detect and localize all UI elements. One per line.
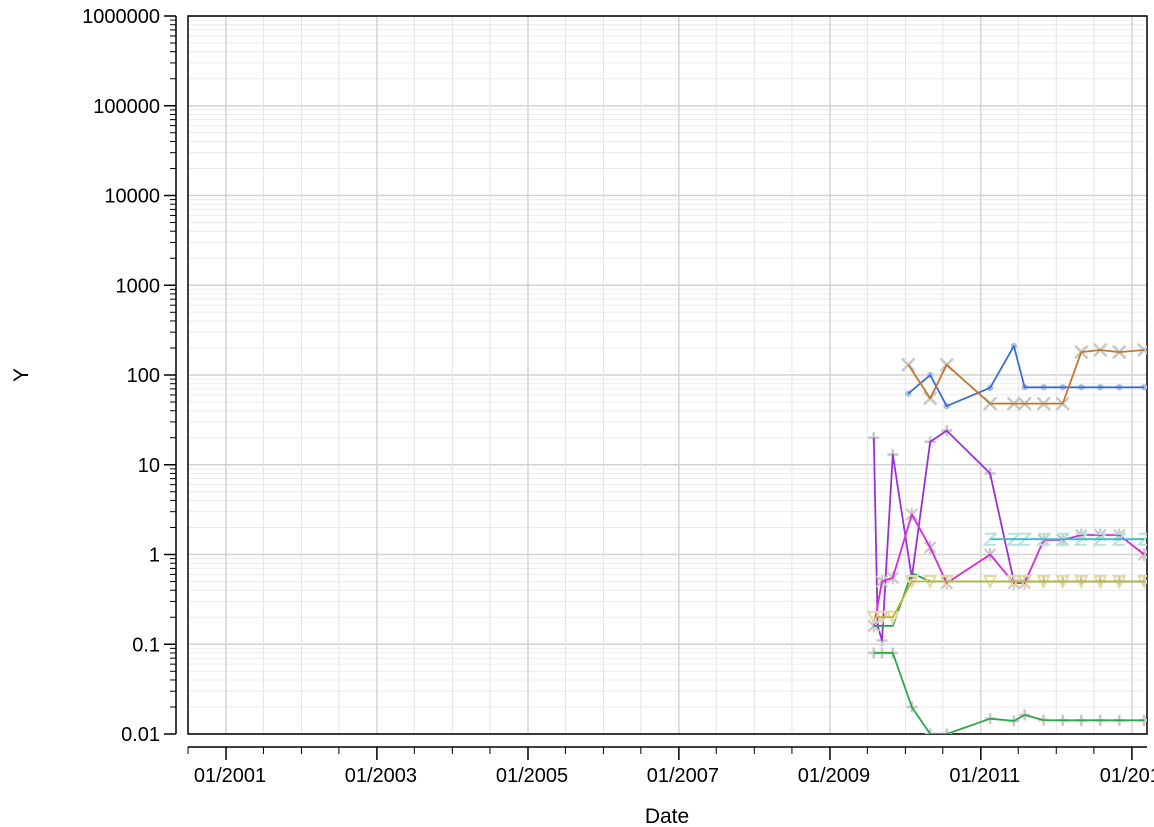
y-tick-label: 1000000 xyxy=(82,6,160,28)
x-tick-label: 01/2011 xyxy=(949,765,1020,787)
y-tick-label: 10000 xyxy=(104,186,160,208)
axes: 0.01 0.1 1 10 100 1000 10000 100000 1000000 01/20… xyxy=(82,6,1154,787)
series-1 xyxy=(905,342,1147,410)
y-tick-label: 1 xyxy=(149,545,160,567)
data-point-stroke xyxy=(901,357,916,372)
y-tick-label: 10 xyxy=(138,455,160,477)
y-axis-title: Y xyxy=(10,368,33,382)
data-point xyxy=(901,357,916,372)
series-line xyxy=(873,652,1145,734)
data-point-stroke xyxy=(1137,345,1147,357)
series-5 xyxy=(982,532,1147,546)
x-tick-label: 01/2003 xyxy=(345,765,417,787)
x-tick-label: 01/2009 xyxy=(798,765,870,787)
y-tick-label: 100 xyxy=(127,365,160,387)
series-line xyxy=(873,580,1145,619)
plot-area-border xyxy=(187,15,1148,735)
series-6 xyxy=(868,647,1147,734)
x-tick-label: 01/2005 xyxy=(496,765,568,787)
data-point xyxy=(924,728,936,734)
series-layer xyxy=(866,342,1147,734)
series-8 xyxy=(866,575,1147,625)
x-tick-label: 01/2001 xyxy=(194,765,266,787)
series-2 xyxy=(901,343,1147,411)
data-point xyxy=(1136,532,1147,546)
series-line xyxy=(907,345,1145,407)
data-point xyxy=(1137,343,1147,357)
y-tick-label: 0.1 xyxy=(132,634,160,656)
x-tick-label: 01/2007 xyxy=(647,765,719,787)
y-tick-label: 0.01 xyxy=(121,724,160,746)
y-tick-label: 100000 xyxy=(93,96,160,118)
series-line xyxy=(907,349,1145,405)
x-axis-title: Date xyxy=(645,805,689,827)
series-line xyxy=(872,513,1145,627)
data-point xyxy=(941,728,953,734)
x-tick-label: 01/2013 xyxy=(1100,765,1154,787)
grid-lines xyxy=(187,15,1147,735)
y-tick-label: 1000 xyxy=(116,275,161,297)
